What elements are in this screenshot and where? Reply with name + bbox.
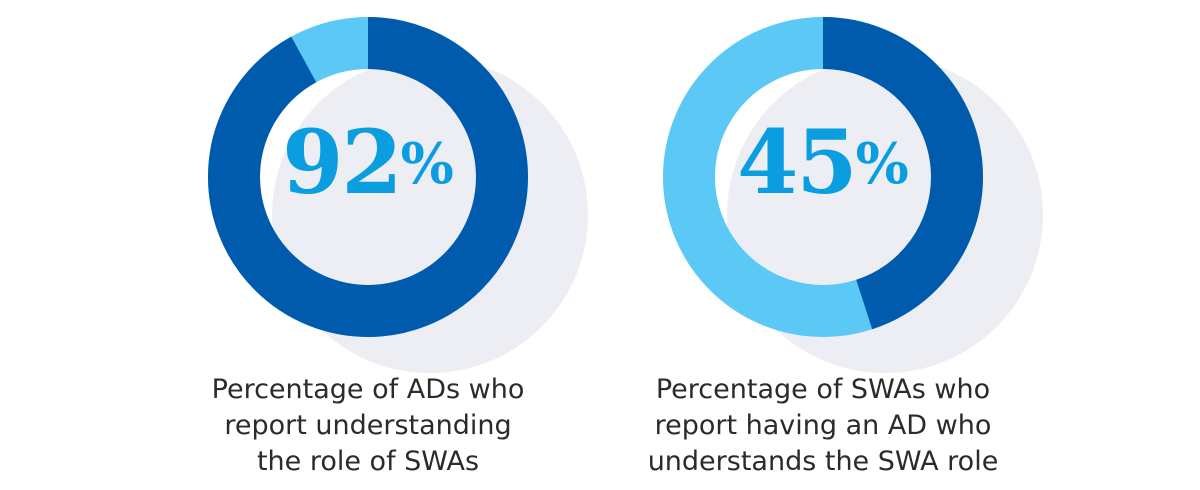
caption-line-1: Percentage of ADs who bbox=[211, 374, 525, 405]
chart-caption: Percentage of ADs who report understandi… bbox=[138, 372, 598, 480]
caption-line-2: report understanding bbox=[224, 410, 512, 441]
donut-chart-1 bbox=[208, 17, 588, 373]
value-label: 45% bbox=[623, 118, 1023, 206]
value-label: 92% bbox=[168, 118, 568, 206]
donut-value-arc bbox=[208, 17, 528, 337]
donut-panel-2: 45% Percentage of SWAs who report having… bbox=[600, 0, 1200, 490]
chart-caption: Percentage of SWAs who report having an … bbox=[593, 372, 1053, 480]
value-unit: % bbox=[855, 131, 909, 197]
donut-chart-2 bbox=[663, 17, 1043, 373]
caption-line-1: Percentage of SWAs who bbox=[655, 374, 991, 405]
donut-panel-1: 92% Percentage of ADs who report underst… bbox=[138, 17, 598, 480]
caption-line-2: report having an AD who bbox=[654, 410, 992, 441]
value-unit: % bbox=[400, 131, 454, 197]
caption-line-3: the role of SWAs bbox=[256, 446, 480, 477]
caption-line-3: understands the SWA role bbox=[647, 446, 999, 477]
value-number: 92 bbox=[282, 110, 402, 214]
value-number: 45 bbox=[737, 110, 857, 214]
donut-value-arc bbox=[663, 17, 983, 337]
